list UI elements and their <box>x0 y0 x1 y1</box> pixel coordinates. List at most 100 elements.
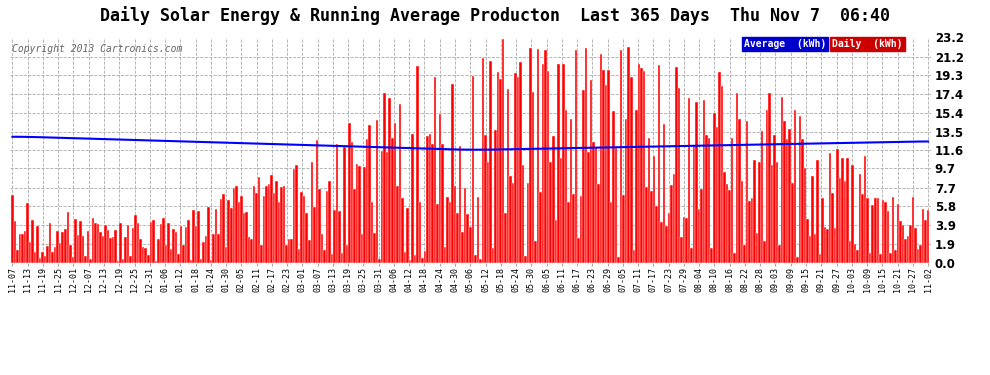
Bar <box>257 177 260 262</box>
Bar <box>760 132 763 262</box>
Bar <box>645 186 647 262</box>
Bar <box>899 221 902 262</box>
Bar <box>700 189 703 262</box>
Bar <box>200 259 202 262</box>
Bar <box>47 246 49 262</box>
Bar <box>92 217 94 262</box>
Bar <box>736 93 739 262</box>
Bar <box>788 129 791 262</box>
Bar <box>37 226 39 262</box>
Bar <box>404 252 406 262</box>
Bar <box>554 219 557 262</box>
Bar <box>300 192 303 262</box>
Bar <box>657 65 660 262</box>
Bar <box>355 164 358 262</box>
Bar <box>142 247 145 262</box>
Bar <box>544 50 546 262</box>
Bar <box>535 241 537 262</box>
Bar <box>902 225 904 262</box>
Bar <box>169 249 172 262</box>
Bar <box>215 209 218 262</box>
Bar <box>755 233 758 262</box>
Bar <box>252 186 255 262</box>
Bar <box>728 190 731 262</box>
Bar <box>471 76 474 262</box>
Bar <box>331 254 334 262</box>
Bar <box>84 256 86 262</box>
Bar <box>358 166 360 262</box>
Bar <box>897 204 899 262</box>
Bar <box>396 186 399 262</box>
Bar <box>567 202 569 262</box>
Bar <box>311 162 313 262</box>
Bar <box>195 226 197 262</box>
Bar <box>180 226 182 262</box>
Bar <box>887 211 889 262</box>
Bar <box>615 148 618 262</box>
Bar <box>874 198 876 262</box>
Bar <box>140 239 142 262</box>
Bar <box>371 202 373 262</box>
Bar <box>819 254 821 262</box>
Bar <box>69 245 71 262</box>
Bar <box>540 192 542 262</box>
Bar <box>837 148 839 262</box>
Bar <box>64 229 66 262</box>
Bar <box>695 102 698 262</box>
Bar <box>625 119 628 262</box>
Bar <box>145 248 147 262</box>
Bar <box>562 64 564 262</box>
Bar <box>474 255 476 262</box>
Bar <box>97 224 99 262</box>
Bar <box>44 256 47 262</box>
Bar <box>21 234 24 262</box>
Bar <box>731 138 734 262</box>
Bar <box>597 184 600 262</box>
Bar <box>11 195 14 262</box>
Bar <box>416 66 419 262</box>
Bar <box>393 123 396 262</box>
Bar <box>439 114 442 262</box>
Bar <box>321 234 323 262</box>
Bar <box>768 93 771 262</box>
Bar <box>716 127 718 262</box>
Bar <box>690 249 693 262</box>
Bar <box>225 247 228 262</box>
Bar <box>386 152 388 262</box>
Bar <box>655 206 657 262</box>
Bar <box>262 196 265 262</box>
Bar <box>164 244 167 262</box>
Bar <box>580 196 582 262</box>
Bar <box>675 67 678 262</box>
Bar <box>223 195 225 262</box>
Bar <box>53 247 56 262</box>
Bar <box>344 147 346 262</box>
Bar <box>726 184 728 262</box>
Bar <box>190 260 192 262</box>
Bar <box>856 250 859 262</box>
Bar <box>135 216 137 262</box>
Bar <box>87 231 89 262</box>
Bar <box>673 174 675 262</box>
Bar <box>157 239 159 262</box>
Bar <box>766 110 768 262</box>
Bar <box>869 253 871 262</box>
Bar <box>564 110 567 262</box>
Bar <box>94 222 97 262</box>
Bar <box>595 148 597 262</box>
Bar <box>914 228 917 262</box>
Bar <box>522 165 525 262</box>
Bar <box>288 239 290 262</box>
Bar <box>590 80 592 262</box>
Bar <box>532 92 535 262</box>
Bar <box>174 232 177 262</box>
Bar <box>481 58 484 262</box>
Bar <box>804 168 806 262</box>
Bar <box>572 194 574 262</box>
Bar <box>698 209 700 262</box>
Bar <box>308 240 311 262</box>
Bar <box>109 238 112 262</box>
Bar <box>122 259 125 262</box>
Bar <box>499 80 502 262</box>
Bar <box>745 121 748 262</box>
